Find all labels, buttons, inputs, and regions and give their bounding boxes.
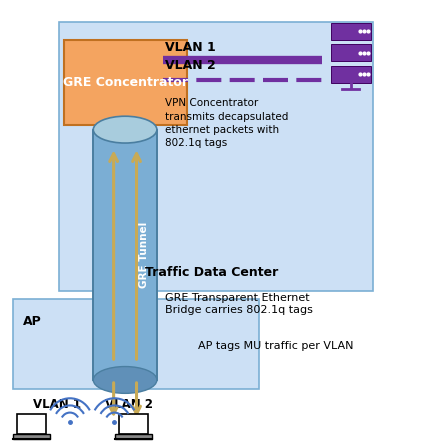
Text: GRE Concentrator: GRE Concentrator [63, 76, 187, 89]
Text: VPN Concentrator
transmits decapsulated
ethernet packets with
802.1q tags: VPN Concentrator transmits decapsulated … [165, 98, 289, 148]
FancyBboxPatch shape [64, 40, 187, 125]
Text: VLAN 2: VLAN 2 [105, 398, 153, 411]
Ellipse shape [93, 367, 157, 393]
Text: AP tags MU traffic per VLAN: AP tags MU traffic per VLAN [198, 342, 353, 351]
FancyBboxPatch shape [331, 44, 371, 61]
FancyBboxPatch shape [119, 414, 148, 434]
Text: Traffic Data Center: Traffic Data Center [145, 266, 279, 279]
FancyBboxPatch shape [331, 66, 371, 83]
Text: AP: AP [23, 315, 42, 328]
FancyBboxPatch shape [13, 299, 259, 389]
Text: VLAN 1: VLAN 1 [33, 398, 81, 411]
FancyBboxPatch shape [93, 130, 157, 380]
FancyBboxPatch shape [331, 23, 371, 40]
Text: GRE Transparent Ethernet
Bridge carries 802.1q tags: GRE Transparent Ethernet Bridge carries … [165, 293, 313, 315]
Text: VLAN 1: VLAN 1 [165, 41, 216, 54]
Text: GRE Tunnel: GRE Tunnel [139, 222, 149, 288]
FancyBboxPatch shape [59, 22, 373, 291]
Ellipse shape [93, 116, 157, 143]
FancyBboxPatch shape [115, 434, 152, 439]
Text: VLAN 2: VLAN 2 [165, 59, 216, 72]
FancyBboxPatch shape [17, 414, 46, 434]
FancyBboxPatch shape [13, 434, 50, 439]
